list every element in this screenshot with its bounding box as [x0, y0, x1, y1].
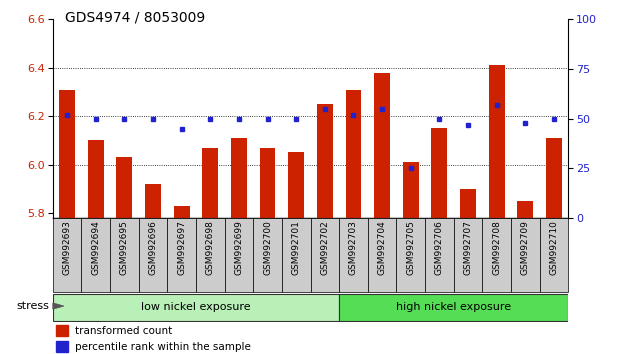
Text: GSM992694: GSM992694 [91, 220, 100, 275]
Bar [174, 206, 189, 218]
Bar [339, 218, 368, 292]
Bar [374, 73, 390, 218]
Bar [145, 184, 161, 218]
Bar [288, 153, 304, 218]
Text: GSM992706: GSM992706 [435, 220, 444, 275]
Bar [59, 90, 75, 218]
Bar [225, 218, 253, 292]
Bar [253, 218, 282, 292]
Text: GSM992698: GSM992698 [206, 220, 215, 275]
Bar [425, 218, 454, 292]
Bar [167, 218, 196, 292]
Text: GSM992699: GSM992699 [234, 220, 243, 275]
Text: GSM992705: GSM992705 [406, 220, 415, 275]
Bar [368, 218, 396, 292]
Bar [117, 157, 132, 218]
Bar [56, 325, 68, 336]
Bar [454, 218, 483, 292]
Text: GSM992708: GSM992708 [492, 220, 501, 275]
Text: percentile rank within the sample: percentile rank within the sample [75, 342, 250, 352]
Bar [483, 218, 511, 292]
Bar [53, 293, 339, 321]
Bar [110, 218, 138, 292]
Text: GSM992707: GSM992707 [463, 220, 473, 275]
Text: GSM992701: GSM992701 [292, 220, 301, 275]
Text: GSM992693: GSM992693 [63, 220, 71, 275]
Bar [460, 189, 476, 218]
Bar [540, 218, 568, 292]
Text: GSM992695: GSM992695 [120, 220, 129, 275]
Bar [396, 218, 425, 292]
Bar [202, 148, 218, 218]
Bar [282, 218, 310, 292]
Bar [432, 128, 447, 218]
Text: GSM992704: GSM992704 [378, 220, 387, 275]
Bar [260, 148, 276, 218]
Bar [403, 162, 419, 218]
Bar [345, 90, 361, 218]
Text: GSM992710: GSM992710 [550, 220, 558, 275]
Bar [138, 218, 167, 292]
Text: GDS4974 / 8053009: GDS4974 / 8053009 [65, 11, 206, 25]
Bar [517, 201, 533, 218]
Bar [53, 218, 81, 292]
Text: GSM992700: GSM992700 [263, 220, 272, 275]
Bar [339, 293, 568, 321]
Bar [546, 138, 562, 218]
Bar [81, 218, 110, 292]
Bar [56, 341, 68, 353]
Bar [88, 140, 104, 218]
Text: low nickel exposure: low nickel exposure [141, 302, 251, 312]
Polygon shape [53, 303, 64, 309]
Text: transformed count: transformed count [75, 326, 172, 336]
Bar [489, 65, 504, 218]
Text: GSM992709: GSM992709 [521, 220, 530, 275]
Bar [511, 218, 540, 292]
Text: GSM992703: GSM992703 [349, 220, 358, 275]
Bar [231, 138, 247, 218]
Text: GSM992702: GSM992702 [320, 220, 329, 275]
Text: GSM992696: GSM992696 [148, 220, 158, 275]
Text: GSM992697: GSM992697 [177, 220, 186, 275]
Bar [196, 218, 225, 292]
Text: stress: stress [16, 301, 49, 311]
Bar [310, 218, 339, 292]
Bar [317, 104, 333, 218]
Text: high nickel exposure: high nickel exposure [396, 302, 511, 312]
